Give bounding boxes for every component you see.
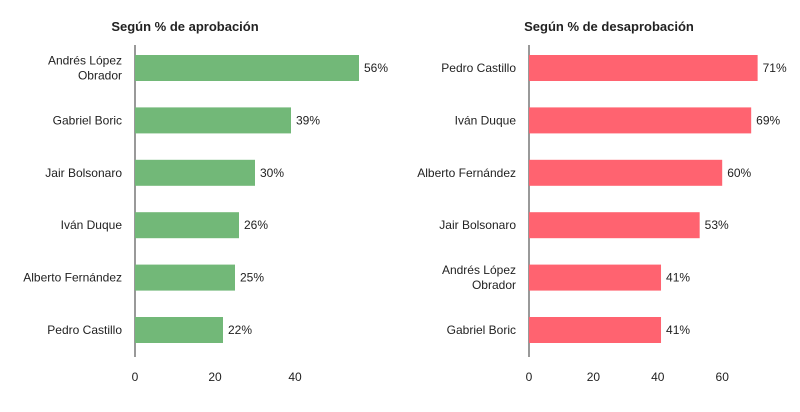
- category-label: Alberto Fernández: [23, 271, 122, 285]
- bar-value-label: 22%: [228, 323, 252, 337]
- bar-value-label: 71%: [763, 61, 787, 75]
- x-tick-label: 40: [651, 370, 665, 384]
- approval-panel: Según % de aprobación 56% Andrés López Obr…: [23, 19, 388, 384]
- bar: [529, 159, 723, 186]
- bar: [135, 212, 239, 239]
- x-tick-label: 0: [132, 370, 139, 384]
- x-tick-label: 20: [208, 370, 222, 384]
- bar-value-label: 60%: [727, 166, 751, 180]
- bar-value-label: 41%: [666, 271, 690, 285]
- bar: [529, 107, 752, 134]
- category-label: Gabriel Boric: [447, 323, 516, 337]
- bar: [529, 55, 758, 81]
- bar: [529, 212, 700, 239]
- bar-value-label: 69%: [756, 113, 780, 127]
- bar-value-label: 39%: [296, 113, 320, 127]
- disapproval-title: Según % de desaprobación: [524, 19, 694, 34]
- category-label: Gabriel Boric: [53, 113, 122, 127]
- bar-value-label: 41%: [666, 323, 690, 337]
- bar-value-label: 53%: [705, 218, 729, 232]
- bar: [135, 107, 291, 134]
- category-label: Pedro Castillo: [441, 61, 516, 75]
- category-label: Pedro Castillo: [47, 323, 122, 337]
- disapproval-panel: Según % de desaprobación 71% Pedro Castil…: [417, 19, 787, 384]
- bar: [135, 317, 223, 343]
- bar-value-label: 25%: [240, 271, 264, 285]
- x-tick-label: 40: [288, 370, 302, 384]
- bar-value-label: 30%: [260, 166, 284, 180]
- bar: [135, 159, 255, 186]
- bar-value-label: 56%: [364, 61, 388, 75]
- category-label: Alberto Fernández: [417, 166, 516, 180]
- category-label: Andrés López Obrador: [48, 54, 122, 83]
- bar: [135, 55, 359, 81]
- approval-title: Según % de aprobación: [111, 19, 258, 34]
- bar: [529, 317, 662, 343]
- x-tick-label: 20: [587, 370, 601, 384]
- x-tick-label: 0: [526, 370, 533, 384]
- bar: [529, 264, 662, 291]
- category-label: Iván Duque: [61, 218, 123, 232]
- x-tick-label: 60: [716, 370, 730, 384]
- bar: [135, 264, 235, 291]
- category-label: Iván Duque: [455, 113, 517, 127]
- category-label: Jair Bolsonaro: [45, 166, 122, 180]
- bar-value-label: 26%: [244, 218, 268, 232]
- category-label: Andrés López Obrador: [442, 263, 516, 292]
- category-label: Jair Bolsonaro: [439, 218, 516, 232]
